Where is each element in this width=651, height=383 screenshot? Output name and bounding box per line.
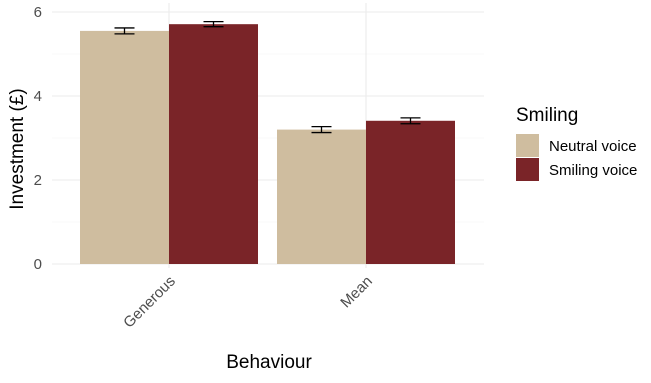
- legend-swatch: [516, 134, 539, 157]
- bar: [277, 129, 366, 264]
- bars-layer: [80, 24, 455, 265]
- bar: [366, 120, 455, 264]
- legend-title: Smiling: [516, 105, 578, 126]
- legend: Smiling Neutral voice Smiling voice: [516, 105, 637, 181]
- y-tick-label: 0: [34, 256, 42, 273]
- bar: [169, 24, 258, 265]
- x-tick-label: Generous: [120, 273, 179, 332]
- x-tick-labels: Generous Mean: [120, 273, 376, 332]
- x-tick-label: Mean: [337, 273, 376, 312]
- y-axis-title: Investment (£): [7, 88, 28, 209]
- legend-label: Neutral voice: [549, 138, 637, 155]
- x-axis-title: Behaviour: [226, 352, 312, 373]
- bar: [80, 30, 169, 265]
- error-bars-layer: [114, 21, 421, 134]
- legend-label: Smiling voice: [549, 162, 637, 179]
- legend-items: Neutral voice Smiling voice: [516, 134, 637, 181]
- y-tick-label: 4: [34, 88, 42, 105]
- legend-swatch: [516, 158, 539, 181]
- y-tick-label: 6: [34, 4, 42, 21]
- y-tick-labels: 0 2 4 6: [34, 4, 42, 273]
- y-tick-label: 2: [34, 172, 42, 189]
